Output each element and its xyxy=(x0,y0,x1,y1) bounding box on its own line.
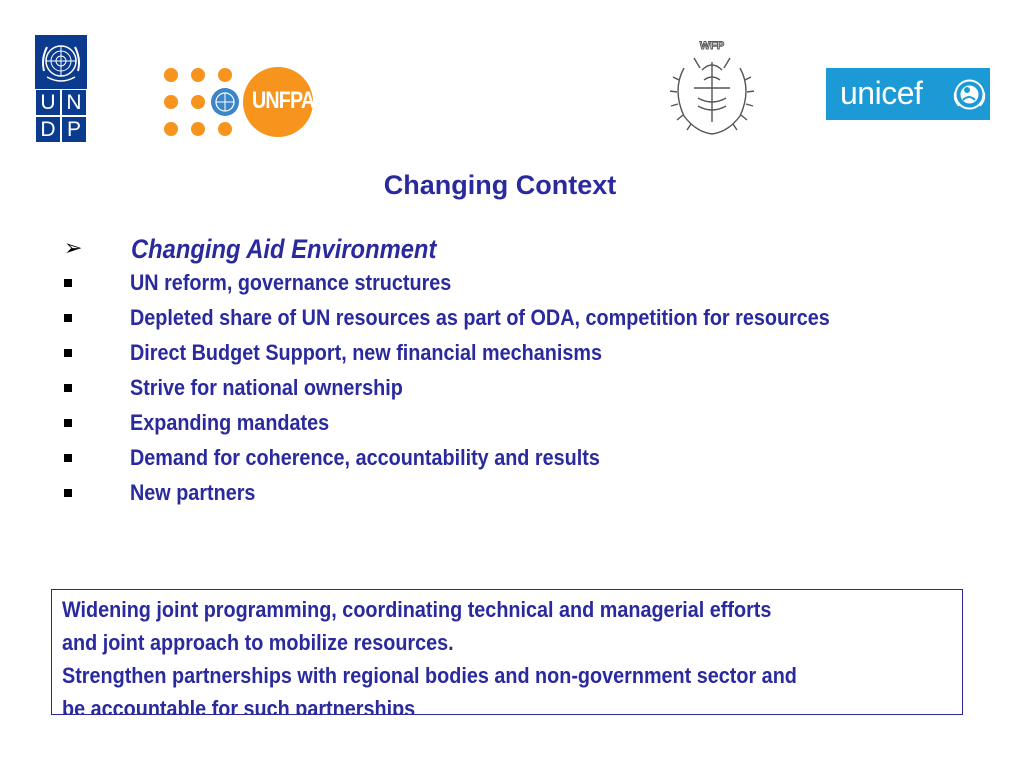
list-item-text: Expanding mandates xyxy=(130,410,330,435)
list-item-text: Demand for coherence, accountability and… xyxy=(130,445,600,470)
list-item: Expanding mandates xyxy=(0,410,1024,436)
callout-line: be accountable for such partnerships xyxy=(62,696,416,715)
list-item-text: Direct Budget Support, new financial mec… xyxy=(130,340,602,365)
list-item: UN reform, governance structures xyxy=(0,270,1024,296)
undp-letter: U xyxy=(35,89,61,116)
list-item: New partners xyxy=(0,480,1024,506)
un-emblem-icon xyxy=(35,35,87,89)
list-item-text: Strive for national ownership xyxy=(130,375,403,400)
unicef-emblem-icon xyxy=(953,79,986,110)
square-bullet-icon xyxy=(64,279,72,287)
callout-box: Widening joint programming, coordinating… xyxy=(51,589,963,715)
undp-letter: D xyxy=(35,116,61,143)
unfpa-dots-icon xyxy=(164,67,313,137)
unicef-label: unicef xyxy=(840,75,923,111)
list-item: Demand for coherence, accountability and… xyxy=(0,445,1024,471)
square-bullet-icon xyxy=(64,454,72,462)
section-heading-text: Changing Aid Environment xyxy=(131,234,437,264)
wfp-emblem-icon xyxy=(669,57,755,135)
list-item-text: UN reform, governance structures xyxy=(130,270,452,295)
unfpa-label: UNFPA xyxy=(252,87,315,114)
square-bullet-icon xyxy=(64,489,72,497)
unicef-logo: unicef xyxy=(826,68,990,120)
square-bullet-icon xyxy=(64,384,72,392)
list-item: Strive for national ownership xyxy=(0,375,1024,401)
arrow-bullet-icon: ➢ xyxy=(64,236,83,261)
callout-text: Widening joint programming, coordinating… xyxy=(62,593,953,715)
square-bullet-icon xyxy=(64,349,72,357)
callout-line: Widening joint programming, coordinating… xyxy=(62,597,772,622)
undp-letter: N xyxy=(61,89,87,116)
wfp-label: WFP xyxy=(699,40,725,53)
square-bullet-icon xyxy=(64,419,72,427)
callout-line: Strengthen partnerships with regional bo… xyxy=(62,663,797,688)
list-item: Direct Budget Support, new financial mec… xyxy=(0,340,1024,366)
list-item-text: Depleted share of UN resources as part o… xyxy=(130,305,830,330)
square-bullet-icon xyxy=(64,314,72,322)
bullet-section: ➢ Changing Aid Environment UN reform, go… xyxy=(0,230,1024,515)
list-item-text: New partners xyxy=(130,480,256,505)
list-item: Depleted share of UN resources as part o… xyxy=(0,305,1024,331)
page-title: Changing Context xyxy=(383,170,617,200)
section-heading: ➢ Changing Aid Environment xyxy=(0,230,1024,270)
undp-logo: U N D P xyxy=(35,35,87,143)
wfp-logo: WFP xyxy=(664,40,760,138)
unfpa-logo: UNFPA xyxy=(160,65,315,140)
callout-line: and joint approach to mobilize resources… xyxy=(62,630,454,655)
undp-letter: P xyxy=(61,116,87,143)
